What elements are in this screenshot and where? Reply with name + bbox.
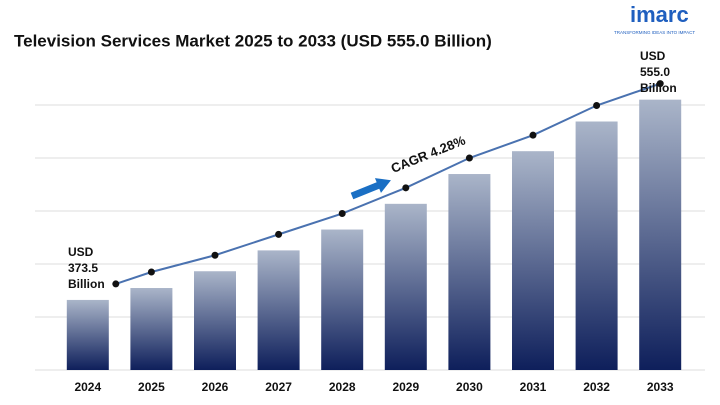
x-tick-label: 2025 bbox=[138, 380, 165, 394]
x-tick-label: 2029 bbox=[392, 380, 419, 394]
trend-point bbox=[112, 280, 120, 288]
value-annotation: Billion bbox=[640, 81, 677, 95]
x-tick-label: 2024 bbox=[74, 380, 101, 394]
trend-point bbox=[275, 230, 283, 238]
logo: imarc bbox=[630, 2, 689, 27]
x-tick-label: 2031 bbox=[520, 380, 547, 394]
value-annotation: 373.5 bbox=[68, 261, 98, 275]
trend-point bbox=[147, 268, 155, 276]
bar bbox=[639, 99, 682, 370]
x-tick-label: 2027 bbox=[265, 380, 292, 394]
bar bbox=[194, 271, 236, 370]
trend-point bbox=[529, 131, 537, 139]
bar bbox=[66, 299, 109, 370]
trend-point bbox=[656, 80, 664, 88]
trend-point bbox=[402, 184, 410, 192]
bar bbox=[384, 203, 427, 370]
logo-tagline: TRANSFORMING IDEAS INTO IMPACT bbox=[614, 30, 695, 35]
x-tick-label: 2033 bbox=[647, 380, 674, 394]
chart-title: Television Services Market 2025 to 2033 … bbox=[14, 31, 492, 50]
x-tick-label: 2032 bbox=[583, 380, 610, 394]
bar bbox=[130, 288, 173, 370]
trend-point bbox=[593, 102, 601, 110]
x-tick-label: 2028 bbox=[329, 380, 356, 394]
cagr-arrow bbox=[350, 178, 391, 200]
bar bbox=[575, 121, 618, 370]
cagr-label: CAGR 4.28% bbox=[389, 132, 468, 176]
value-annotation: USD bbox=[68, 245, 94, 259]
trend-point bbox=[465, 154, 473, 162]
x-tick-label: 2026 bbox=[202, 380, 229, 394]
bar bbox=[321, 229, 364, 370]
x-tick-label: 2030 bbox=[456, 380, 483, 394]
bar bbox=[448, 174, 491, 370]
trend-line bbox=[115, 82, 661, 285]
value-annotation: 555.0 bbox=[640, 65, 670, 79]
trend-point bbox=[338, 210, 346, 218]
bar bbox=[512, 151, 554, 370]
value-annotation: Billion bbox=[68, 277, 105, 291]
trend-point bbox=[211, 251, 219, 259]
value-annotation: USD bbox=[640, 49, 666, 63]
bar bbox=[257, 250, 300, 370]
